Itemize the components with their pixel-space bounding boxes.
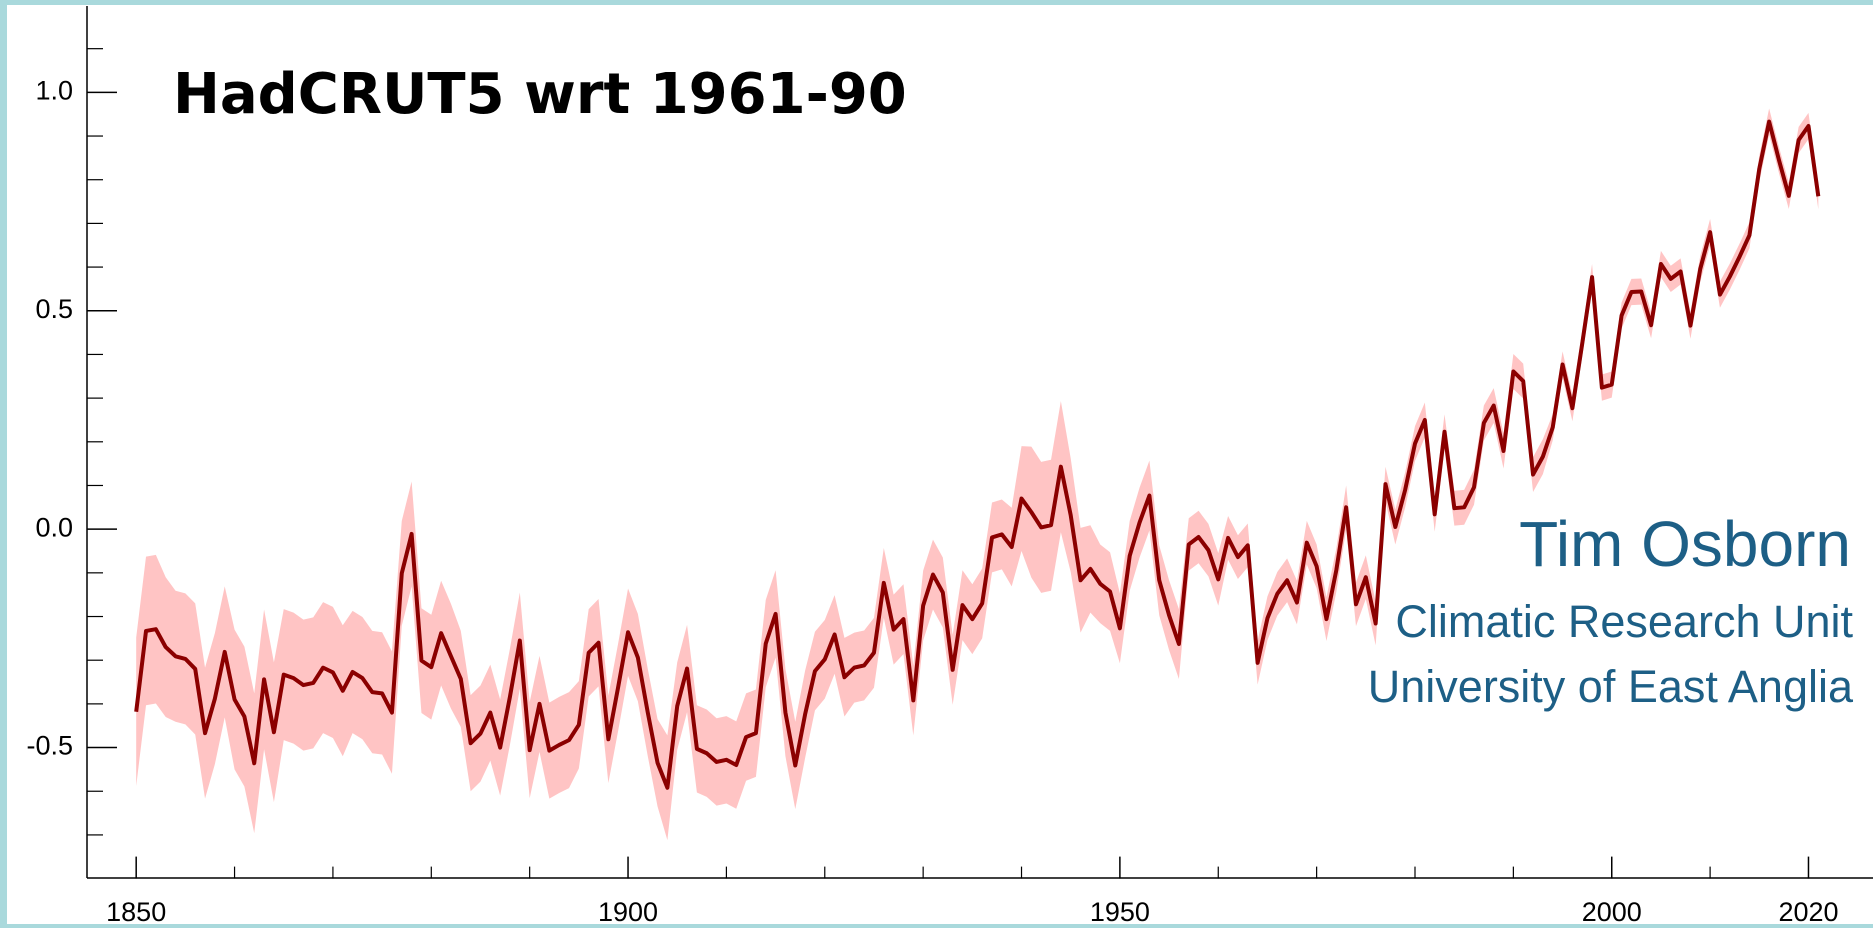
y-tick-label: -0.5: [26, 731, 73, 761]
x-tick-label: 1900: [598, 897, 658, 927]
x-tick-label: 1850: [106, 897, 166, 927]
y-tick-label: 0.5: [35, 294, 73, 324]
x-tick-label: 1950: [1090, 897, 1150, 927]
data-line: [134, 119, 1821, 790]
institution: University of East Anglia: [1368, 661, 1854, 712]
author: Tim Osborn: [1519, 508, 1851, 580]
x-tick-label: 2020: [1778, 897, 1838, 927]
chart-title: HadCRUT5 wrt 1961-90: [173, 62, 907, 127]
y-tick-label: 1.0: [35, 75, 73, 105]
x-tick-label: 2000: [1582, 897, 1642, 927]
affiliation: Climatic Research Unit: [1395, 596, 1853, 647]
plot-background: [7, 5, 1873, 924]
y-tick-label: 0.0: [35, 512, 73, 542]
